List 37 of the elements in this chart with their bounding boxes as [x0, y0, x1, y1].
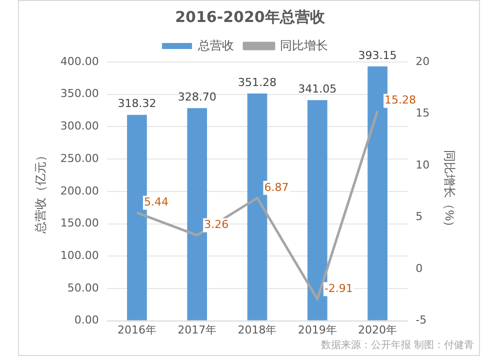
data-label: -2.91: [324, 282, 353, 296]
y2-tick-label: -5: [416, 314, 427, 327]
source-note: 数据来源：公开年报 制图：付健青: [320, 338, 474, 352]
x-tick-label: 2019年: [298, 323, 337, 336]
x-tick-label: 2020年: [358, 323, 398, 336]
data-label: 15.28: [384, 94, 416, 107]
y-axis-title: 总营收（亿元）: [34, 149, 48, 234]
y-tick-label: 400.00: [60, 54, 99, 68]
y2-tick-label: 5: [416, 210, 423, 224]
y2-tick-label: 15: [416, 106, 430, 120]
data-label: 3.26: [204, 218, 229, 232]
legend-label: 总营收: [197, 38, 234, 52]
y2-tick-label: 0: [416, 262, 423, 275]
y-tick-label: 100.00: [60, 248, 99, 262]
y-tick-label: 300.00: [60, 120, 99, 133]
y-tick-label: 250.00: [60, 152, 99, 165]
chart-title: 2016-2020年总营收: [174, 8, 326, 27]
legend-label: 同比增长: [280, 38, 328, 52]
data-label: 393.15: [358, 48, 397, 62]
y-tick-label: 200.00: [60, 184, 99, 198]
y-tick-label: 50.00: [67, 281, 99, 294]
x-tick-label: 2017年: [178, 323, 217, 336]
data-label: 341.05: [298, 82, 337, 96]
y-tick-label: 150.00: [60, 216, 99, 230]
y2-tick-label: 20: [416, 54, 430, 68]
y2-tick-label: 10: [416, 158, 430, 172]
data-label: 6.87: [264, 180, 289, 194]
data-label: 318.32: [118, 97, 156, 110]
bar: [368, 66, 388, 320]
data-label: 5.44: [144, 196, 168, 209]
x-tick-label: 2016年: [117, 323, 156, 336]
y-tick-label: 0.00: [74, 314, 99, 327]
y2-axis-title: 同比增长（%）: [442, 150, 456, 233]
x-tick-label: 2018年: [238, 323, 277, 336]
data-label: 328.70: [178, 90, 216, 104]
y-tick-label: 350.00: [60, 87, 99, 100]
data-label: 351.28: [238, 76, 276, 89]
